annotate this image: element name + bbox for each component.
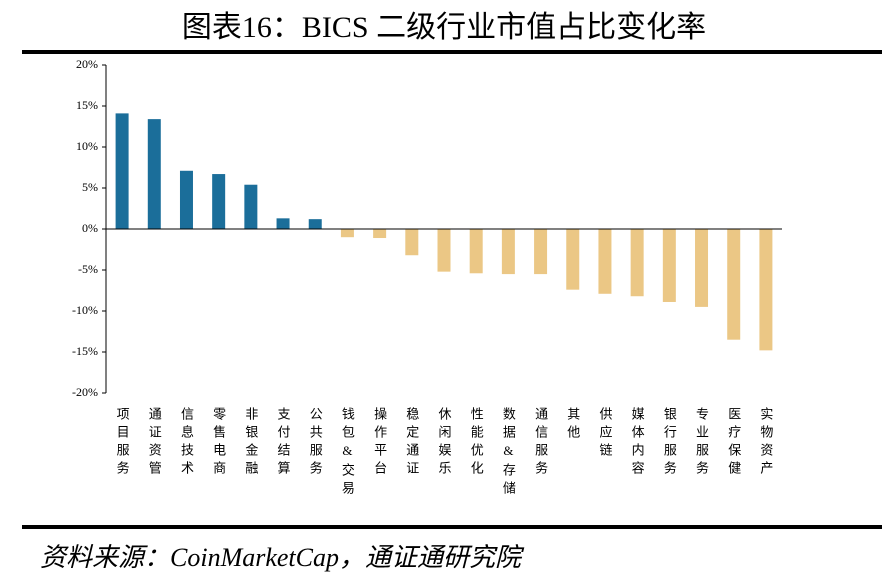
bar [437,229,451,272]
bar [244,184,258,229]
x-tick-label: 通信服务 [533,407,548,479]
y-tick-label: 0% [82,221,98,235]
bar [147,119,161,229]
y-tick-label: -20% [72,385,98,399]
y-tick-label: 5% [82,180,98,194]
x-tick-label: 零售电商 [211,407,226,479]
bar [695,229,709,307]
y-tick-label: 15% [76,98,98,112]
x-tick-label: 稳定通证 [404,406,419,479]
x-tick-label: 数据&存储 [501,407,516,499]
x-tick-label: 医疗保健 [726,407,741,479]
bar [373,229,387,239]
bar [534,229,548,275]
bar [405,229,419,256]
bar [630,229,644,297]
x-tick-label: 媒体内容 [630,407,645,479]
y-tick-label: -5% [78,262,98,276]
y-tick-label: -15% [72,344,98,358]
x-tick-label: 信息技术 [179,407,194,479]
bar [566,229,580,290]
bar [598,229,612,294]
y-tick-label: 10% [76,139,98,153]
bar [276,218,290,229]
x-tick-label: 非银金融 [243,407,258,479]
bar [469,229,483,274]
bar [727,229,741,340]
x-tick-label: 实物资产 [758,407,773,479]
bar [212,174,226,229]
bar [501,229,515,275]
x-tick-label: 供应链 [597,407,612,461]
x-tick-label: 支付结算 [276,407,291,479]
bar [308,219,322,229]
title-rule [22,50,882,54]
y-tick-label: -10% [72,303,98,317]
x-tick-label: 专业服务 [694,407,709,479]
x-tick-label: 性能优化 [469,407,484,479]
x-tick-label: 操作平台 [372,406,387,479]
bar [115,113,129,229]
bar [662,229,676,302]
bar [179,170,193,229]
chart-title: 图表16：BICS 二级行业市值占比变化率 [182,11,706,44]
source-rule [22,525,882,529]
x-tick-label: 通证资管 [147,407,162,479]
x-tick-label: 其他 [565,407,580,443]
x-tick-label: 公共服务 [308,407,323,479]
bar [759,229,773,351]
bar [340,229,354,238]
x-tick-label: 项目服务 [115,407,130,479]
x-tick-label: 银行服务 [662,407,677,479]
y-tick-label: 20% [76,57,98,71]
source: 资料来源：CoinMarketCap，通证通研究院 [40,543,525,572]
x-tick-label: 休闲娱乐 [437,407,452,479]
x-tick-label: 钱包&交易 [340,407,355,499]
